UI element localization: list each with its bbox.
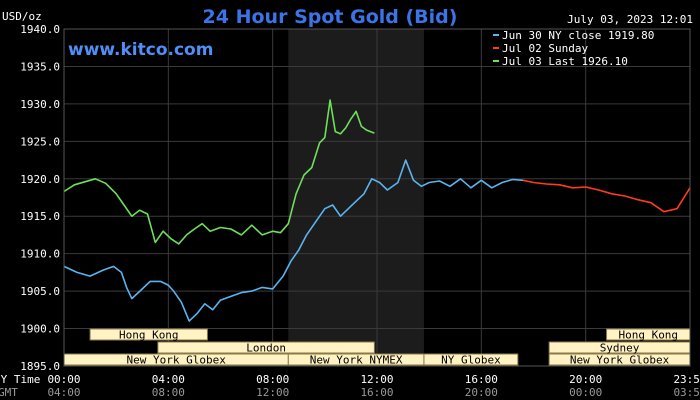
x-tick-label-gmt: 20:00: [465, 386, 498, 399]
y-ticks: 1940.0 1935.0 1930.0 1925.0 1920.0 1915.0 1910…: [20, 23, 60, 373]
y-tick-label: 1915.0: [20, 210, 60, 223]
session-label: London: [246, 342, 286, 355]
x-tick-label-ny: 00:00: [47, 373, 80, 386]
x-tick-label-gmt: 16:00: [360, 386, 393, 399]
y-tick-label: 1940.0: [20, 23, 60, 36]
session-box: [423, 353, 519, 366]
session-label: New York NYMEX: [310, 354, 403, 367]
session-label: Sydney: [600, 342, 640, 355]
x-tick-label-ny: 08:00: [256, 373, 289, 386]
legend-swatch: [493, 34, 499, 36]
x-axis-label-ny: NY Time: [0, 373, 40, 386]
x-tick-label-gmt: 00:00: [569, 386, 602, 399]
session-box: [157, 341, 375, 354]
legend-swatch: [493, 60, 499, 62]
x-ticks: 00:0004:0004:0008:0008:0012:0012:0016:00…: [47, 373, 700, 399]
series-lines: [63, 99, 691, 322]
y-tick-label: 1900.0: [20, 323, 60, 336]
brand-watermark: www.kitco.com: [68, 40, 213, 60]
y-tick-label: 1930.0: [20, 98, 60, 111]
x-tick-label-gmt: 03:59: [673, 386, 700, 399]
series-line: [63, 159, 524, 322]
plot-border: [63, 28, 691, 367]
x-tick-label-ny: 23:59: [673, 373, 700, 386]
session-label: NY Globex: [441, 354, 501, 367]
session-box: [89, 328, 208, 341]
x-tick-label-ny: 20:00: [569, 373, 602, 386]
y-tick-label: 1910.0: [20, 248, 60, 261]
y-tick-label: 1895.0: [20, 360, 60, 373]
y-tick-label: 1905.0: [20, 285, 60, 298]
session-label: New York Globex: [126, 354, 226, 367]
legend-entry: Jul 02 Sunday: [502, 42, 588, 55]
legend-entry: Jun 30 NY close 1919.80: [502, 29, 654, 42]
session-label: Hong Kong: [618, 329, 678, 342]
x-tick-label-gmt: 08:00: [152, 386, 185, 399]
y-tick-label: 1935.0: [20, 60, 60, 73]
y-tick-label: 1920.0: [20, 173, 60, 186]
x-tick-label-ny: 16:00: [465, 373, 498, 386]
legend-swatch: [493, 47, 499, 49]
nymex-highlight: [288, 29, 424, 366]
x-tick-label-ny: 04:00: [152, 373, 185, 386]
x-tick-label-gmt: 04:00: [47, 386, 80, 399]
unit-label: USD/oz: [2, 10, 42, 23]
x-tick-label-gmt: 12:00: [256, 386, 289, 399]
y-tick-label: 1925.0: [20, 135, 60, 148]
x-tick-label-ny: 12:00: [360, 373, 393, 386]
chart-title: 24 Hour Spot Gold (Bid): [203, 6, 458, 28]
series-line: [63, 99, 375, 245]
datetime-label: July 03, 2023 12:01: [567, 13, 693, 26]
session-label: Hong Kong: [119, 329, 179, 342]
series-line: [522, 179, 691, 213]
legend-entry: Jul 03 Last 1926.10: [502, 55, 628, 68]
session-label: New York Globex: [570, 354, 670, 367]
x-axis-label-gmt: GMT: [0, 386, 18, 399]
